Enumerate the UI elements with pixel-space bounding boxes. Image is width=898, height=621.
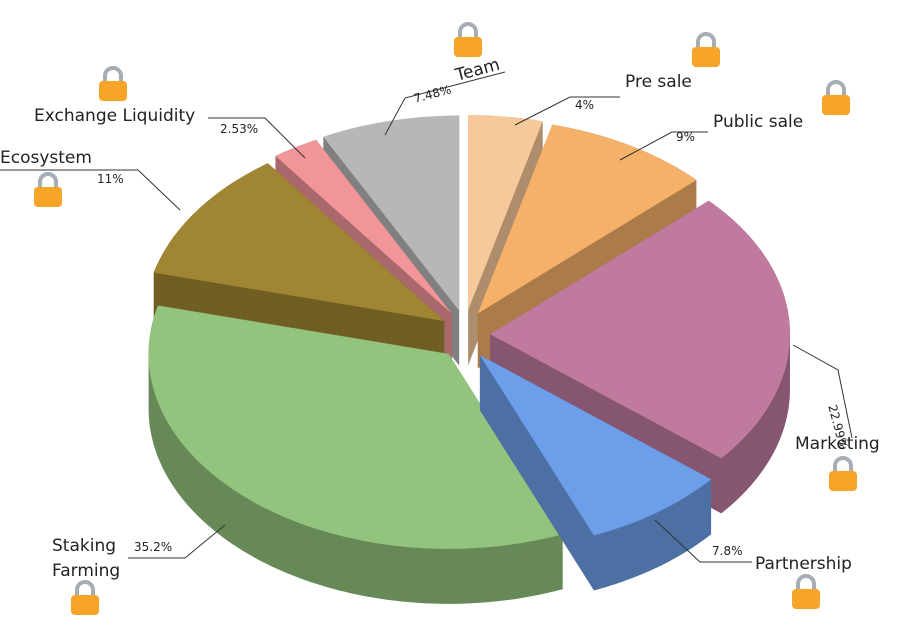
leader-line (514, 96, 620, 126)
value-label: 7.8% (712, 544, 743, 558)
category-label: Ecosystem (0, 148, 92, 168)
lock-icon (791, 574, 821, 610)
value-label: 9% (676, 130, 696, 144)
lock-icon (691, 32, 721, 68)
slice (490, 200, 790, 459)
value-label: 35.2% (134, 540, 173, 554)
lock-icon (33, 172, 63, 208)
leader-line (384, 71, 506, 136)
lock-icon (98, 66, 128, 102)
leader-line (792, 344, 853, 439)
category-label: Pre sale (625, 72, 692, 92)
slice (148, 305, 563, 549)
leader-line (208, 117, 306, 159)
lock-icon (821, 80, 851, 116)
slice (468, 115, 543, 311)
category-label: Public sale (713, 112, 804, 132)
slice (323, 115, 460, 311)
leader-line (128, 524, 226, 559)
slice (477, 124, 697, 314)
slice (275, 139, 452, 314)
slice (153, 163, 445, 321)
lock-icon (70, 580, 100, 616)
leader-line (619, 131, 708, 161)
lock-icon (828, 456, 858, 492)
category-label: Exchange Liquidity (34, 106, 196, 126)
leader-line (654, 519, 752, 563)
pie (148, 115, 790, 604)
value-label: 4% (575, 98, 595, 112)
value-label: 11% (97, 172, 124, 186)
leader-line (0, 169, 181, 211)
category-label: Marketing (795, 434, 880, 454)
slice (479, 355, 712, 536)
value-label: 2.53% (220, 122, 259, 136)
lock-icon (453, 22, 483, 58)
category-label: Staking Farming (52, 536, 121, 581)
category-label: Partnership (755, 554, 852, 574)
leader-lines (0, 71, 853, 563)
